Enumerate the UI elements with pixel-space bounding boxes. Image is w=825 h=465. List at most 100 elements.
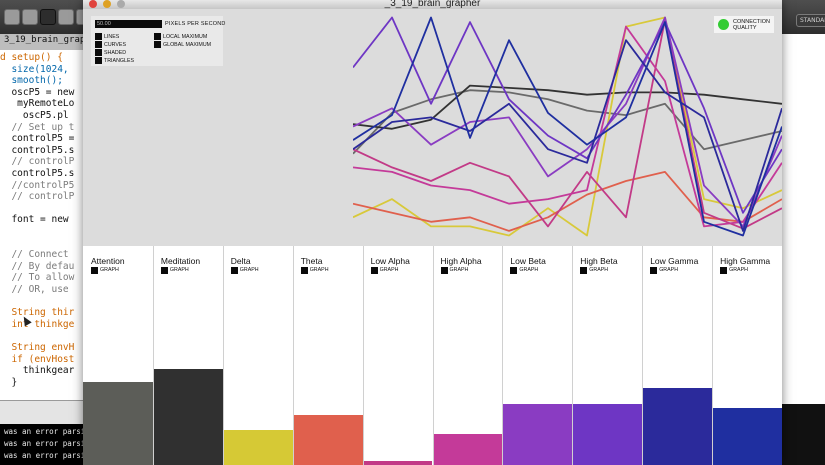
band-column-low-beta: Low Beta GRAPH xyxy=(502,246,573,465)
toggle-lines[interactable]: LINES xyxy=(95,33,119,41)
close-window-icon[interactable] xyxy=(89,0,97,8)
band-graph-toggle[interactable]: GRAPH xyxy=(720,267,748,274)
band-graph-toggle[interactable]: GRAPH xyxy=(650,267,678,274)
column-divider xyxy=(152,246,154,465)
ide-tab-bar xyxy=(0,34,90,50)
toggle-box[interactable] xyxy=(300,267,308,274)
zoom-window-icon[interactable] xyxy=(117,0,125,8)
series-line-meditation xyxy=(353,84,782,130)
toggle-box[interactable] xyxy=(160,267,168,274)
band-column-meditation: Meditation GRAPH xyxy=(152,246,223,465)
toggle-box[interactable] xyxy=(720,267,728,274)
code-line: //controlP5 xyxy=(0,179,75,191)
code-line: // Connect xyxy=(0,249,69,261)
column-divider xyxy=(572,246,574,465)
ide-tab-sketch[interactable]: 3_19_brain_grapher xyxy=(4,35,102,45)
band-name: Delta xyxy=(230,256,251,266)
code-editor[interactable]: d setup() { size(1024, smooth(); oscP5 =… xyxy=(0,50,90,400)
connection-quality-icon xyxy=(718,19,729,30)
band-level-bar xyxy=(642,388,713,465)
window-titlebar: _3_19_brain_grapher xyxy=(83,0,782,9)
code-line: if (envHost xyxy=(0,353,75,365)
band-level-bar xyxy=(83,381,153,465)
series-line-low-beta xyxy=(353,16,782,228)
band-name: Low Beta xyxy=(510,256,546,266)
band-level-bar xyxy=(712,408,782,465)
stop-button[interactable] xyxy=(22,9,38,25)
code-line: thinkgear xyxy=(0,365,75,377)
series-line-high-alpha xyxy=(353,25,782,228)
mode-button[interactable]: STANDARD xyxy=(796,14,825,27)
code-line: // controlP xyxy=(0,156,75,168)
band-graph-toggle[interactable]: GRAPH xyxy=(370,267,398,274)
toggle-triangles[interactable]: TRIANGLES xyxy=(95,57,134,65)
toggle-label: GRAPH xyxy=(729,267,748,273)
band-graph-toggle[interactable]: GRAPH xyxy=(510,267,538,274)
slider-label: PIXELS PER SECOND xyxy=(165,21,226,27)
control-panel: 50.00 PIXELS PER SECOND LINES CURVES SHA… xyxy=(91,16,226,66)
band-name: High Beta xyxy=(580,256,618,266)
band-level-bar xyxy=(502,403,573,465)
toggle-box[interactable] xyxy=(440,267,448,274)
run-button[interactable] xyxy=(4,9,20,25)
band-graph-toggle[interactable]: GRAPH xyxy=(440,267,468,274)
console-line: was an error parsing xyxy=(4,439,90,448)
band-graph-toggle[interactable]: GRAPH xyxy=(160,267,189,274)
band-column-high-beta: High Beta GRAPH xyxy=(572,246,643,465)
series-line-high-beta xyxy=(353,16,782,214)
series-line-high-gamma xyxy=(353,16,782,237)
toggle-label: SHADED xyxy=(104,50,127,56)
band-graph-toggle[interactable]: GRAPH xyxy=(300,267,329,274)
band-level-bar xyxy=(432,434,503,465)
toggle-box[interactable] xyxy=(91,267,98,274)
toggle-box[interactable] xyxy=(95,41,102,48)
toggle-box[interactable] xyxy=(370,267,378,274)
toggle-label: GLOBAL MAXIMUM xyxy=(163,42,212,48)
toggle-local-maximum[interactable]: LOCAL MAXIMUM xyxy=(154,33,207,41)
console-right-area xyxy=(782,404,825,465)
editor-right-area xyxy=(782,34,825,404)
toggle-global-maximum[interactable]: GLOBAL MAXIMUM xyxy=(154,41,211,49)
band-name: High Gamma xyxy=(720,256,771,266)
minimize-window-icon[interactable] xyxy=(103,0,111,8)
band-column-delta: Delta GRAPH xyxy=(222,246,293,465)
code-line: myRemoteLo xyxy=(0,98,75,110)
band-level-bar xyxy=(152,368,223,465)
toggle-curves[interactable]: CURVES xyxy=(95,41,126,49)
code-line: String thir xyxy=(0,307,75,319)
code-line: oscP5.pl xyxy=(0,110,69,121)
pixels-per-second-slider[interactable] xyxy=(95,20,162,28)
series-line-low-gamma xyxy=(353,39,782,232)
new-button[interactable] xyxy=(40,9,56,25)
band-column-high-gamma: High Gamma GRAPH xyxy=(712,246,782,465)
slider-value: 50.00 xyxy=(97,21,111,27)
toggle-box[interactable] xyxy=(650,267,658,274)
code-line: oscP5 = new xyxy=(0,86,75,98)
band-graph-toggle[interactable]: GRAPH xyxy=(230,267,259,274)
band-name: Low Alpha xyxy=(370,256,410,266)
band-column-theta: Theta GRAPH xyxy=(292,246,363,465)
toggle-box[interactable] xyxy=(95,49,102,56)
band-graph-toggle[interactable]: GRAPH xyxy=(580,267,608,274)
series-line-low-alpha xyxy=(353,18,782,230)
column-divider xyxy=(432,246,434,465)
band-graph-toggle[interactable]: GRAPH xyxy=(91,267,119,274)
toggle-box[interactable] xyxy=(510,267,518,274)
toggle-box[interactable] xyxy=(95,57,102,64)
toggle-label: LINES xyxy=(104,34,120,40)
band-column-low-alpha: Low Alpha GRAPH xyxy=(362,246,433,465)
band-name: Theta xyxy=(300,256,323,266)
toggle-box[interactable] xyxy=(154,41,161,48)
band-name: High Alpha xyxy=(440,256,482,266)
toggle-box[interactable] xyxy=(580,267,588,274)
toggle-label: LOCAL MAXIMUM xyxy=(163,34,208,40)
open-button[interactable] xyxy=(58,9,74,25)
toggle-box[interactable] xyxy=(230,267,238,274)
toggle-label: CURVES xyxy=(104,42,126,48)
toggle-box[interactable] xyxy=(95,33,102,40)
band-name: Attention xyxy=(91,256,125,266)
code-line: controlP5 = xyxy=(0,133,75,145)
toggle-shaded[interactable]: SHADED xyxy=(95,49,126,57)
toggle-box[interactable] xyxy=(154,33,161,40)
column-divider xyxy=(292,246,294,465)
